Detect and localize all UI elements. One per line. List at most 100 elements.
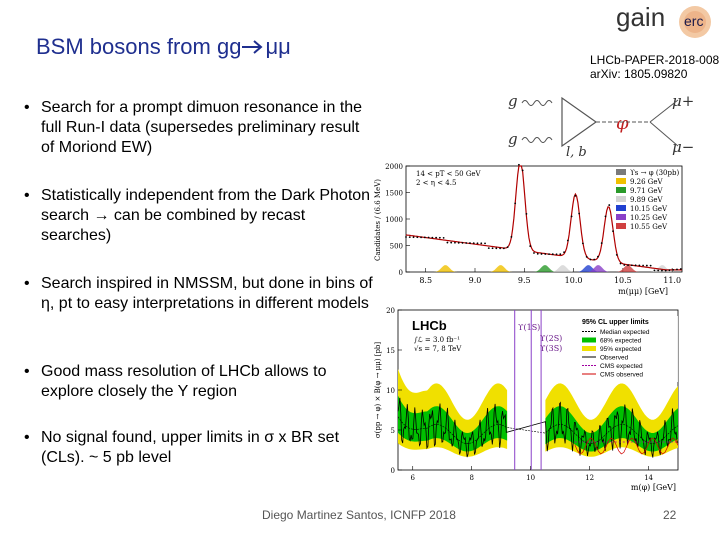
legend-title: 95% CL upper limits — [582, 319, 649, 326]
legend-label: 9.89 GeV — [630, 196, 664, 204]
data-point — [615, 253, 618, 256]
title-text: BSM bosons from gg — [36, 34, 242, 59]
arxiv-id: arXiv: 1805.09820 — [590, 67, 688, 81]
data-point — [559, 253, 562, 256]
data-point — [491, 247, 494, 250]
data-point — [566, 239, 569, 242]
data-point — [518, 163, 520, 166]
resonance-label: ϒ(1S) — [518, 323, 540, 332]
legend-label: 9.71 GeV — [630, 187, 664, 195]
band-68-expected — [398, 395, 508, 452]
lumi-label: ∫ℒ = 3.0 fb⁻¹ — [414, 336, 460, 344]
feynman-label-phi: φ — [616, 113, 629, 134]
signal-template — [433, 265, 458, 272]
bullet-marker: • — [24, 275, 30, 292]
data-point — [469, 242, 471, 244]
legend-swatch — [616, 187, 626, 193]
data-point — [649, 264, 652, 267]
legend-label: ϒs → φ (30pb) — [630, 169, 679, 177]
feynman-label-g2: g — [508, 130, 518, 148]
mass-spectrum-plot: Candidates / (6.6 MeV) m(μμ) [GeV] 8.5 9.… — [374, 163, 683, 296]
legend-swatch — [616, 214, 626, 220]
bullet-text: Good mass resolution of LHCb allows to e… — [41, 363, 327, 400]
data-point — [597, 255, 599, 258]
legend-label: 68% expected — [600, 338, 642, 345]
page-number: 22 — [663, 508, 677, 522]
data-point — [551, 253, 554, 256]
data-point — [589, 258, 592, 261]
bullet-text: No signal found, upper limits in σ x BR … — [41, 429, 340, 466]
legend-label: 95% expected — [600, 346, 642, 353]
legend-label: CMS observed — [600, 372, 643, 379]
data-point — [608, 204, 611, 206]
data-point — [612, 230, 614, 232]
bullet-marker: • — [24, 99, 30, 116]
legend-label: CMS expected — [600, 363, 643, 370]
bullet-marker: • — [24, 363, 30, 380]
legend-swatch — [616, 196, 626, 202]
data-point — [664, 269, 667, 272]
inline-arrow-icon: → — [93, 207, 110, 224]
data-point — [533, 252, 535, 254]
data-point — [653, 269, 656, 272]
data-point — [525, 212, 528, 215]
data-point — [585, 255, 588, 258]
resonance-label: ϒ(2S) — [540, 334, 562, 343]
data-point — [563, 251, 565, 254]
data-point — [484, 242, 486, 245]
data-point — [657, 269, 660, 272]
paper-reference: LHCb-PAPER-2018-008 arXiv: 1805.09820 — [590, 53, 719, 81]
x-tick-label: 10 — [526, 474, 535, 482]
resonance-label: ϒ(3S) — [540, 344, 562, 353]
data-point — [457, 241, 460, 244]
data-point — [487, 247, 490, 250]
y-axis-label: σ(pp → φ) × B(φ → μμ) [pb] — [374, 342, 382, 439]
data-point — [676, 268, 678, 271]
legend-swatch — [616, 223, 626, 229]
data-point — [593, 258, 596, 261]
bullet-text-part: can be combined by recast searches) — [41, 207, 306, 244]
x-tick-label: 6 — [411, 474, 416, 482]
data-point — [461, 242, 464, 244]
data-point — [544, 253, 547, 255]
observed-line — [397, 397, 679, 458]
energy-label: √s = 7, 8 TeV — [414, 345, 462, 353]
data-point — [529, 245, 532, 247]
feynman-label-muminus: μ− — [672, 138, 694, 156]
data-point — [540, 253, 543, 255]
data-point — [506, 246, 509, 248]
signal-template — [616, 265, 640, 272]
x-tick-label: 12 — [585, 474, 594, 482]
data-point — [672, 268, 675, 271]
y-tick-label: 500 — [390, 243, 403, 251]
cms-observed-line — [574, 437, 679, 455]
logo-erc-text: erc — [684, 13, 703, 29]
y-axis-label: Candidates / (6.6 MeV) — [374, 179, 382, 261]
y-tick-label: 0 — [391, 467, 395, 475]
gluon-line — [521, 100, 553, 106]
feynman-label-lb: l, b — [566, 145, 587, 160]
legend-swatch — [616, 178, 626, 184]
slide-title: BSM bosons from gg μμ — [36, 34, 291, 60]
legend-label: 10.25 GeV — [630, 214, 668, 222]
bullet-text: Search for a prompt dimuon resonance in … — [41, 99, 363, 156]
paper-id: LHCb-PAPER-2018-008 — [590, 53, 720, 67]
x-tick-label: 14 — [644, 474, 653, 482]
data-point — [465, 242, 468, 244]
data-point — [645, 264, 648, 267]
bullet-text: Search inspired in NMSSM, but done in bi… — [41, 275, 373, 312]
data-point — [472, 242, 475, 245]
data-point — [431, 236, 434, 239]
muon-line — [649, 121, 679, 147]
data-point — [619, 262, 622, 265]
x-tick-label: 11.0 — [663, 276, 681, 285]
y-tick-label: 10 — [386, 387, 395, 395]
y-tick-label: 1500 — [385, 190, 403, 198]
x-tick-label: 10.0 — [565, 276, 583, 285]
signal-template — [488, 265, 513, 272]
legend-label: 10.55 GeV — [630, 223, 668, 231]
x-tick-label: 8 — [469, 474, 473, 482]
legend-swatch — [582, 337, 596, 343]
data-point — [476, 242, 479, 245]
